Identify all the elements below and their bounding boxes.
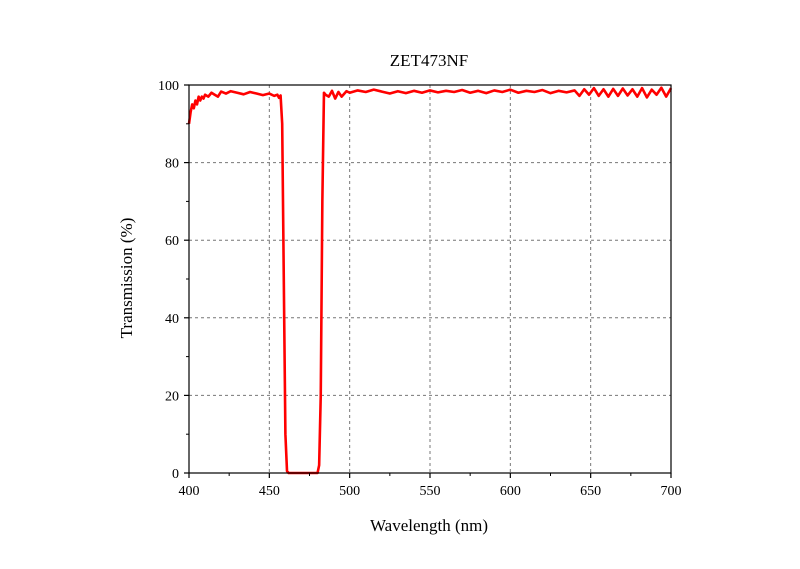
y-tick-label: 20	[165, 389, 179, 404]
chart-title: ZET473NF	[390, 51, 468, 70]
y-tick-label: 0	[172, 467, 179, 482]
plot-series	[187, 86, 673, 475]
x-tick-label: 400	[179, 484, 200, 499]
y-tick-label: 100	[158, 79, 179, 94]
x-axis-ticks: 400 450 500 550 600 650 700	[179, 473, 682, 499]
y-axis-ticks: 0 20 40 60 80 100	[158, 79, 189, 482]
x-tick-label: 500	[339, 484, 360, 499]
x-tick-label: 450	[259, 484, 280, 499]
y-tick-label: 60	[165, 234, 179, 249]
series-line-0	[187, 86, 673, 475]
x-tick-label: 550	[420, 484, 441, 499]
x-tick-label: 600	[500, 484, 521, 499]
x-axis-label: Wavelength (nm)	[370, 516, 488, 535]
x-tick-label: 700	[661, 484, 682, 499]
y-axis-label: Transmission (%)	[117, 218, 136, 339]
x-tick-label: 650	[580, 484, 601, 499]
y-tick-label: 80	[165, 157, 179, 172]
grid-lines	[189, 85, 671, 473]
y-tick-label: 40	[165, 312, 179, 327]
